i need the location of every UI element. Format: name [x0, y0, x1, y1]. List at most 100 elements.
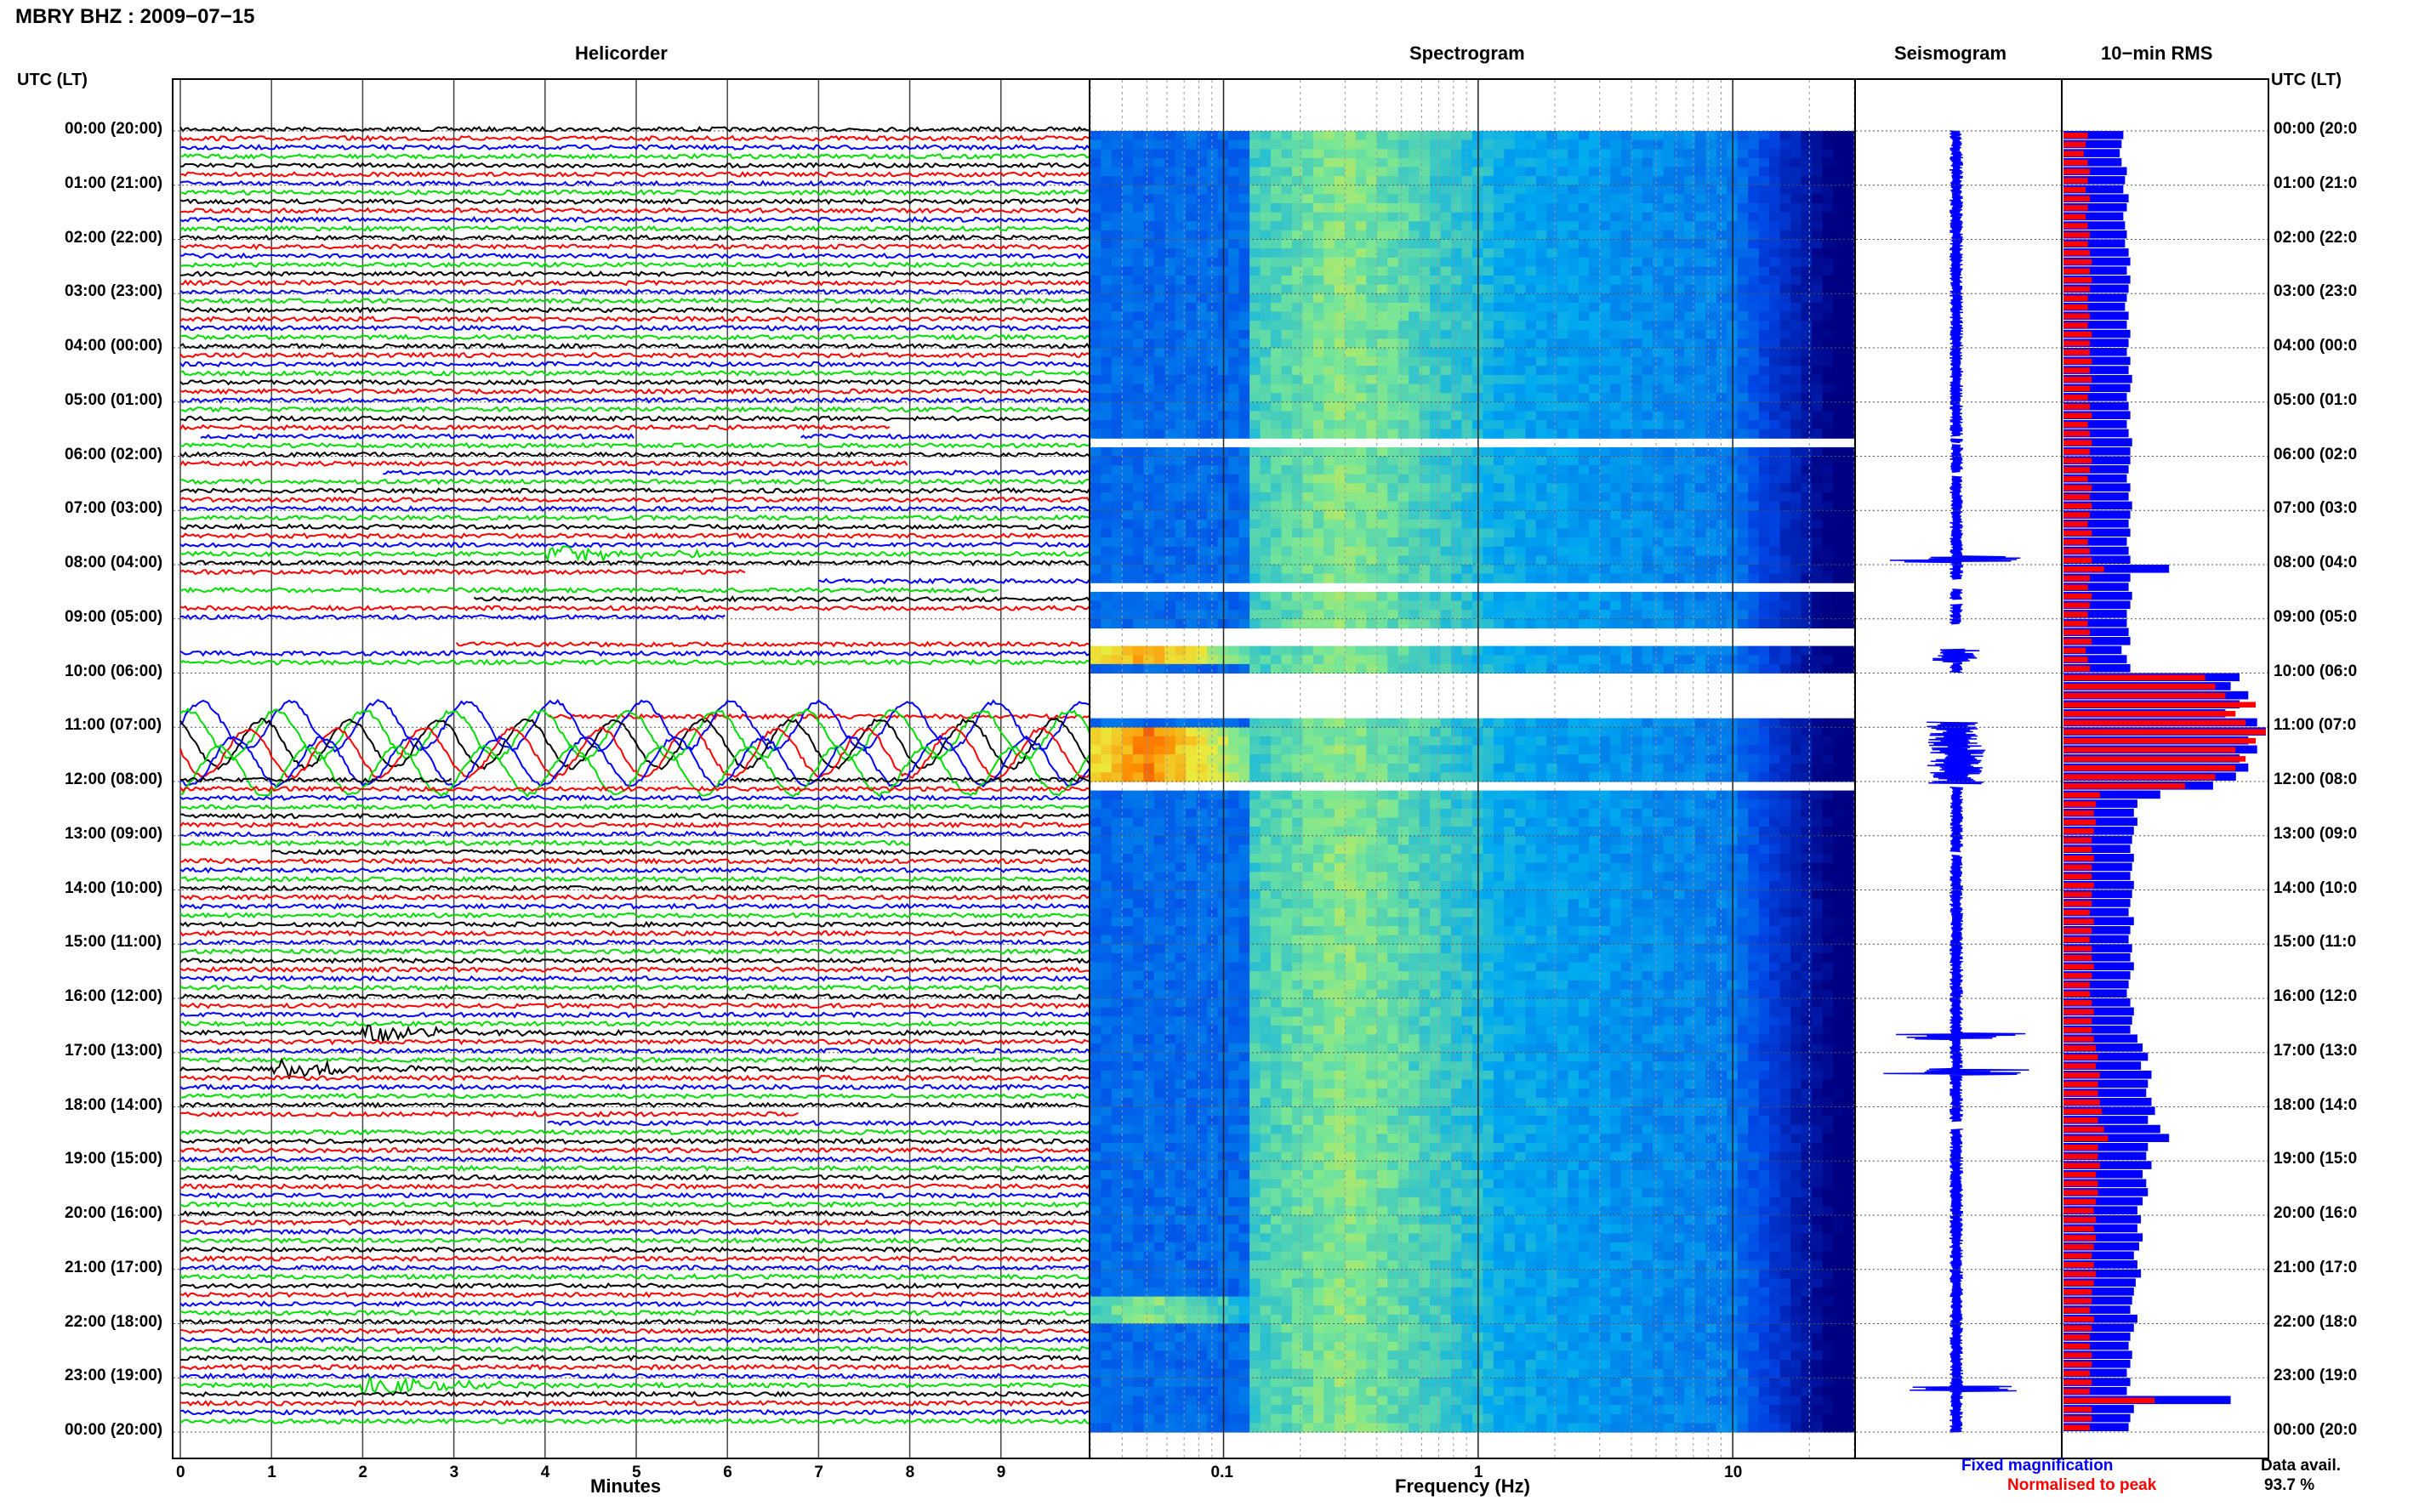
spectrogram-cell [1461, 456, 1473, 466]
spectrogram-cell [1610, 456, 1622, 466]
spectrogram-cell [1578, 411, 1590, 421]
spectrogram-cell [1387, 618, 1399, 628]
spectrogram-cell [1271, 366, 1283, 376]
spectrogram-cell [1376, 293, 1388, 304]
spectrogram-cell [1705, 401, 1717, 412]
spectrogram-cell [1164, 790, 1176, 800]
spectrogram-cell [1345, 239, 1357, 249]
spectrogram-cell [1705, 212, 1717, 222]
spectrogram-cell [1684, 348, 1696, 358]
spectrogram-cell [1674, 519, 1686, 530]
spectrogram-cell [1599, 411, 1611, 421]
spectrogram-cell [1599, 663, 1611, 674]
spectrogram-cell [1822, 139, 1834, 150]
spectrogram-cell [1090, 492, 1102, 503]
spectrogram-cell [1589, 348, 1601, 358]
spectrogram-cell [1376, 772, 1388, 782]
spectrogram-cell [1249, 239, 1261, 249]
spectrogram-cell [1440, 808, 1452, 819]
spectrogram-cell [1281, 348, 1293, 358]
spectrogram-cell [1589, 663, 1601, 674]
spectrogram-cell [1397, 366, 1409, 376]
spectrogram-cell [1249, 808, 1261, 819]
spectrogram-cell [1345, 167, 1357, 177]
spectrogram-cell [1631, 185, 1643, 195]
spectrogram-cell [1122, 483, 1134, 493]
spectrogram-cell [1111, 465, 1123, 475]
spectrogram-cell [1769, 456, 1781, 466]
spectrogram-cell [1546, 366, 1558, 376]
spectrogram-cell [1843, 790, 1854, 800]
spectrogram-cell [1260, 221, 1272, 231]
spectrogram-cell [1451, 212, 1463, 222]
spectrogram-cell [1674, 203, 1686, 213]
spectrogram-cell [1355, 429, 1367, 439]
spectrogram-cell [1281, 474, 1293, 484]
spectrogram-cell [1589, 537, 1601, 548]
spectrogram-cell [1737, 483, 1749, 493]
spectrogram-cell [1312, 429, 1324, 439]
spectrogram-cell [1493, 221, 1505, 231]
spectrogram-cell [1164, 483, 1176, 493]
spectrogram-cell [1535, 754, 1547, 765]
spectrogram-cell [1716, 131, 1727, 141]
spectrogram-cell [1812, 763, 1824, 773]
spectrogram-cell [1822, 474, 1834, 484]
spectrogram-cell [1642, 736, 1653, 747]
spectrogram-cell [1779, 329, 1791, 339]
spectrogram-cell [1238, 808, 1250, 819]
spectrogram-cell [1674, 456, 1686, 466]
spectrogram-cell [1684, 194, 1696, 204]
spectrogram-cell [1175, 565, 1187, 575]
spectrogram-cell [1674, 139, 1686, 150]
spectrogram-cell [1461, 573, 1473, 583]
spectrogram-cell [1833, 727, 1845, 737]
spectrogram-cell [1323, 167, 1335, 177]
helicorder-trace [179, 1002, 1089, 1009]
spectrogram-cell [1323, 573, 1335, 583]
helicorder-trace [179, 1038, 1089, 1046]
spectrogram-cell [1525, 293, 1537, 304]
spectrogram-cell [1535, 483, 1547, 493]
spectrogram-cell [1334, 510, 1346, 520]
spectrogram-cell [1663, 727, 1675, 737]
spectrogram-cell [1631, 239, 1643, 249]
helicorder-trace [179, 559, 1089, 567]
spectrogram-cell [1833, 356, 1845, 367]
spectrogram-cell [1483, 374, 1494, 385]
spectrogram-cell [1355, 393, 1367, 403]
spectrogram-cell [1186, 754, 1198, 765]
spectrogram-cell [1153, 745, 1165, 755]
spectrogram-cell [1589, 718, 1601, 728]
spectrogram-cell [1334, 176, 1346, 186]
spectrogram-cell [1684, 501, 1696, 511]
spectrogram-cell [1546, 230, 1558, 241]
spectrogram-cell [1716, 266, 1727, 276]
spectrogram-cell [1271, 474, 1283, 484]
spectrogram-cell [1302, 321, 1314, 331]
spectrogram-cell [1514, 817, 1526, 827]
spectrogram-cell [1769, 176, 1781, 186]
spectrogram-cell [1535, 131, 1547, 141]
spectrogram-cell [1397, 212, 1409, 222]
spectrogram-cell [1822, 366, 1834, 376]
spectrogram-cell [1653, 139, 1665, 150]
spectrogram-cell [1599, 248, 1611, 259]
spectrogram-cell [1090, 276, 1102, 286]
spectrogram-cell [1812, 366, 1824, 376]
spectrogram-cell [1758, 356, 1770, 367]
spectrogram-cell [1493, 555, 1505, 566]
spectrogram-cell [1312, 763, 1324, 773]
spectrogram-cell [1737, 248, 1749, 259]
spectrogram-cell [1504, 185, 1516, 195]
helicorder-trace [179, 423, 891, 431]
spectrogram-cell [1504, 311, 1516, 321]
spectrogram-cell [1535, 645, 1547, 656]
spectrogram-cell [1101, 276, 1113, 286]
spectrogram-cell [1568, 212, 1579, 222]
spectrogram-cell [1748, 401, 1760, 412]
spectrogram-cell [1684, 420, 1696, 430]
spectrogram-cell [1440, 293, 1452, 304]
spectrogram-cell [1493, 501, 1505, 511]
spectrogram-cell [1674, 429, 1686, 439]
